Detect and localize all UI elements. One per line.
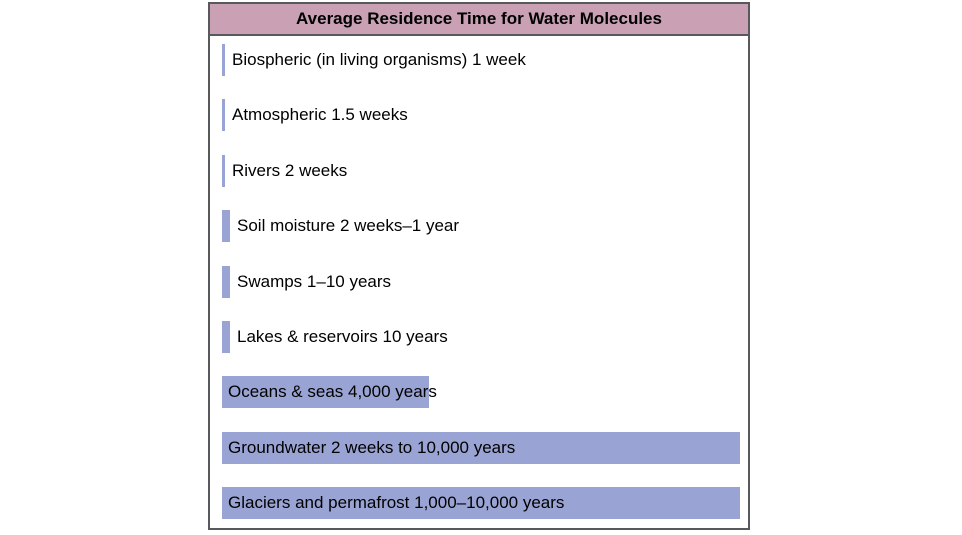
bar (222, 210, 230, 242)
bar (222, 432, 740, 464)
bar-label: Soil moisture 2 weeks–1 year (237, 216, 460, 235)
bar-label: Rivers 2 weeks (232, 161, 348, 180)
bar-row: Biospheric (in living organisms) 1 week (222, 44, 740, 76)
bar (222, 321, 230, 353)
bar-label: Swamps 1–10 years (237, 272, 392, 291)
bar-label: Glaciers and permafrost 1,000–10,000 yea… (228, 493, 565, 512)
bar-rows: Biospheric (in living organisms) 1 week A… (210, 4, 748, 528)
bar (222, 99, 225, 131)
bar-row: Swamps 1–10 years (222, 266, 740, 298)
bar (222, 487, 740, 519)
bar-row: Groundwater 2 weeks to 10,000 years (222, 432, 740, 464)
bar-label: Groundwater 2 weeks to 10,000 years (228, 438, 516, 457)
bar (222, 266, 230, 298)
chart-frame: Biospheric (in living organisms) 1 week A… (208, 2, 750, 530)
bar-label: Biospheric (in living organisms) 1 week (232, 50, 526, 69)
bar-row: Rivers 2 weeks (222, 155, 740, 187)
bar-row: Soil moisture 2 weeks–1 year (222, 210, 740, 242)
bar-label: Oceans & seas 4,000 years (228, 382, 437, 401)
bar-row: Oceans & seas 4,000 years (222, 376, 740, 408)
bar-row: Lakes & reservoirs 10 years (222, 321, 740, 353)
bar (222, 44, 225, 76)
bar (222, 376, 429, 408)
bar-label: Lakes & reservoirs 10 years (237, 327, 448, 346)
bar (222, 155, 225, 187)
chart-title: Average Residence Time for Water Molecul… (210, 4, 748, 36)
bar-label: Atmospheric 1.5 weeks (232, 105, 408, 124)
bar-row: Glaciers and permafrost 1,000–10,000 yea… (222, 487, 740, 519)
bar-row: Atmospheric 1.5 weeks (222, 99, 740, 131)
